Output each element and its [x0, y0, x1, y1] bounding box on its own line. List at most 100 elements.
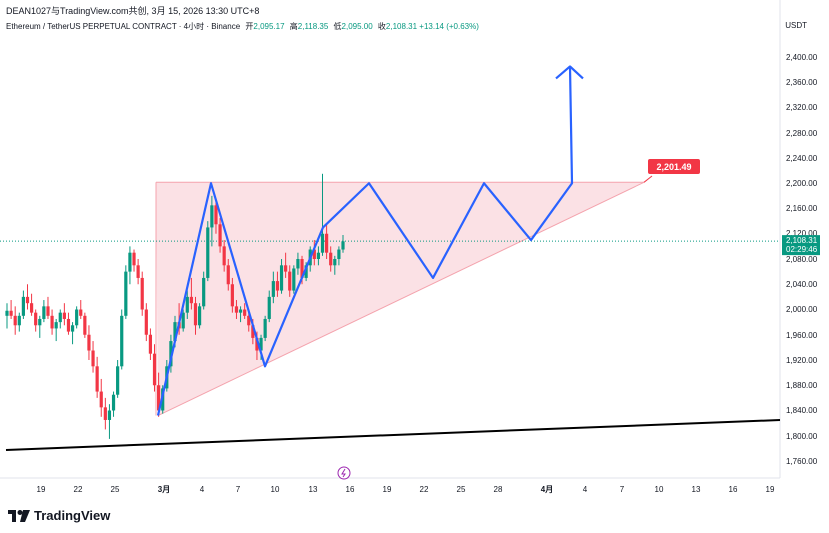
candle[interactable] [337, 246, 341, 266]
support-line[interactable] [157, 181, 645, 417]
candle[interactable] [333, 255, 337, 275]
candle[interactable] [136, 259, 140, 285]
candle[interactable] [5, 303, 9, 329]
candle[interactable] [152, 344, 157, 392]
candle[interactable] [120, 309, 124, 370]
candle[interactable] [218, 217, 222, 253]
candle[interactable] [267, 290, 271, 323]
candle[interactable] [99, 378, 103, 417]
candle[interactable] [263, 315, 267, 342]
open-value: 2,095.17 [253, 22, 285, 31]
candle[interactable] [87, 325, 91, 360]
candle[interactable] [197, 303, 202, 329]
candle[interactable] [58, 309, 62, 329]
y-tick-label: 2,240.00 [786, 154, 818, 163]
candle[interactable] [243, 303, 247, 319]
candle[interactable] [9, 300, 13, 319]
candle[interactable] [95, 356, 99, 398]
candle[interactable] [226, 259, 230, 291]
candle[interactable] [111, 391, 116, 417]
low-label: 低 [333, 22, 342, 31]
candle[interactable] [312, 240, 316, 266]
candle[interactable] [271, 271, 275, 304]
x-tick-label: 7 [236, 485, 241, 494]
candle[interactable] [189, 277, 193, 310]
breakout-arrow-icon[interactable] [555, 65, 584, 80]
x-tick-label: 25 [111, 485, 120, 494]
candle[interactable] [193, 296, 198, 335]
candle[interactable] [25, 284, 30, 310]
y-tick-label: 2,000.00 [786, 305, 818, 314]
candle[interactable] [144, 303, 148, 342]
candle[interactable] [54, 318, 58, 342]
candle[interactable] [42, 300, 46, 323]
candle[interactable] [103, 397, 107, 430]
candle[interactable] [29, 293, 34, 316]
candle[interactable] [46, 296, 50, 319]
candle[interactable] [325, 224, 329, 259]
tradingview-logo[interactable]: TradingView [8, 508, 110, 523]
candle[interactable] [124, 265, 128, 319]
candle[interactable] [83, 312, 87, 338]
candle[interactable] [128, 246, 132, 285]
x-tick-label: 25 [457, 485, 466, 494]
candle[interactable] [279, 259, 284, 294]
candle[interactable] [288, 265, 292, 297]
close-value: 2,108.31 [385, 22, 418, 31]
x-tick-label: 3月 [158, 485, 170, 494]
x-tick-label: 19 [766, 485, 775, 494]
candle[interactable] [181, 309, 185, 332]
candle[interactable] [62, 303, 66, 326]
candle[interactable] [222, 240, 226, 272]
candle[interactable] [148, 328, 153, 360]
candle[interactable] [79, 300, 83, 319]
y-tick-label: 1,960.00 [786, 331, 818, 340]
candle[interactable] [202, 271, 206, 310]
candle[interactable] [75, 306, 79, 329]
candle[interactable] [275, 271, 280, 297]
candle[interactable] [292, 265, 296, 294]
candle[interactable] [329, 246, 333, 272]
candle[interactable] [140, 271, 144, 316]
candle[interactable] [296, 252, 300, 275]
candle[interactable] [66, 312, 71, 335]
y-tick-label: 2,320.00 [786, 103, 818, 112]
candle[interactable] [91, 341, 95, 373]
candle[interactable] [230, 277, 234, 313]
candle[interactable] [234, 300, 239, 319]
candle[interactable] [206, 221, 210, 282]
currency-label[interactable]: USDT [785, 21, 807, 30]
candle[interactable] [341, 235, 345, 253]
x-tick-label: 19 [37, 485, 46, 494]
symbol-title[interactable]: Ethereum / TetherUS PERPETUAL CONTRACT ·… [6, 22, 241, 31]
candle[interactable] [38, 315, 42, 338]
projection-zigzag[interactable] [156, 66, 574, 416]
x-tick-label: 16 [346, 485, 355, 494]
candle[interactable] [116, 360, 120, 398]
candle[interactable] [70, 322, 75, 345]
target-price-badge[interactable]: 2,201.49 [648, 159, 700, 174]
y-tick-label: 2,360.00 [786, 78, 818, 87]
candle[interactable] [132, 249, 136, 272]
long-trendline[interactable] [5, 419, 781, 451]
candle[interactable] [185, 290, 189, 319]
svg-text:2,201.49: 2,201.49 [656, 162, 691, 172]
candle[interactable] [107, 404, 112, 439]
candle[interactable] [284, 252, 288, 278]
candle[interactable] [34, 309, 38, 332]
candle[interactable] [17, 312, 21, 332]
event-marker-icon[interactable] [337, 466, 351, 480]
candle[interactable] [210, 195, 214, 247]
candle[interactable] [21, 290, 25, 319]
candle[interactable] [320, 173, 325, 256]
x-tick-label: 10 [271, 485, 280, 494]
candle[interactable] [13, 306, 17, 335]
candle[interactable] [50, 309, 54, 335]
candle[interactable] [214, 199, 218, 234]
x-tick-label: 4月 [541, 485, 553, 494]
candle[interactable] [316, 246, 321, 266]
candle[interactable] [169, 334, 173, 373]
candle[interactable] [238, 306, 243, 323]
